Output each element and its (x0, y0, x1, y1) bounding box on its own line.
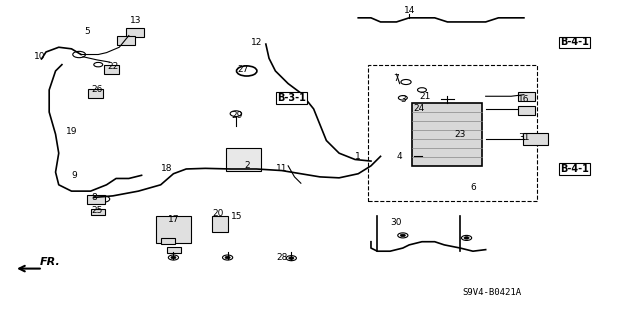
Text: 14: 14 (404, 6, 415, 15)
Text: 4: 4 (397, 152, 403, 161)
Bar (368, 65, 537, 201)
Text: S9V4-B0421A: S9V4-B0421A (463, 288, 522, 297)
FancyBboxPatch shape (91, 209, 104, 215)
FancyBboxPatch shape (212, 216, 228, 232)
Text: FR.: FR. (40, 257, 60, 267)
Text: 16: 16 (518, 95, 530, 104)
Text: B-3-1: B-3-1 (277, 93, 306, 103)
FancyBboxPatch shape (88, 89, 103, 98)
Text: 11: 11 (276, 165, 287, 174)
FancyBboxPatch shape (523, 133, 548, 145)
Text: 23: 23 (454, 130, 466, 139)
Text: 17: 17 (168, 215, 179, 224)
Text: 27: 27 (238, 65, 249, 74)
FancyBboxPatch shape (126, 28, 144, 37)
Circle shape (171, 256, 176, 259)
Text: 21: 21 (419, 92, 431, 101)
Text: 7: 7 (394, 74, 399, 83)
FancyBboxPatch shape (412, 103, 483, 166)
Text: 20: 20 (212, 209, 224, 218)
FancyBboxPatch shape (518, 106, 536, 115)
Text: 25: 25 (92, 206, 102, 215)
Text: 8: 8 (91, 193, 97, 202)
Text: 24: 24 (413, 104, 424, 113)
FancyBboxPatch shape (116, 36, 134, 45)
Text: 29: 29 (232, 111, 243, 120)
FancyBboxPatch shape (167, 247, 181, 253)
FancyBboxPatch shape (226, 148, 261, 171)
Text: 2: 2 (244, 161, 250, 170)
Circle shape (464, 237, 469, 239)
Text: 19: 19 (66, 127, 77, 136)
Text: 1: 1 (355, 152, 361, 161)
FancyBboxPatch shape (88, 195, 105, 204)
Text: B-4-1: B-4-1 (561, 38, 589, 48)
Text: 5: 5 (84, 27, 90, 36)
Text: B-4-1: B-4-1 (561, 164, 589, 174)
Text: 12: 12 (251, 38, 262, 47)
Text: 6: 6 (470, 183, 476, 192)
Circle shape (225, 256, 230, 259)
Text: 28: 28 (276, 253, 287, 262)
Text: 18: 18 (161, 165, 173, 174)
Text: 15: 15 (232, 212, 243, 221)
FancyBboxPatch shape (161, 238, 175, 244)
Text: 10: 10 (34, 52, 45, 61)
Text: 31: 31 (518, 133, 530, 142)
FancyBboxPatch shape (518, 92, 536, 101)
FancyBboxPatch shape (104, 65, 119, 74)
Text: 22: 22 (108, 62, 118, 71)
Text: 30: 30 (390, 218, 402, 227)
Text: 26: 26 (92, 85, 102, 94)
Text: 9: 9 (72, 171, 77, 180)
Circle shape (400, 234, 405, 237)
Text: 13: 13 (129, 16, 141, 25)
Circle shape (289, 257, 294, 259)
Text: 3: 3 (400, 95, 406, 104)
FancyBboxPatch shape (156, 216, 191, 242)
